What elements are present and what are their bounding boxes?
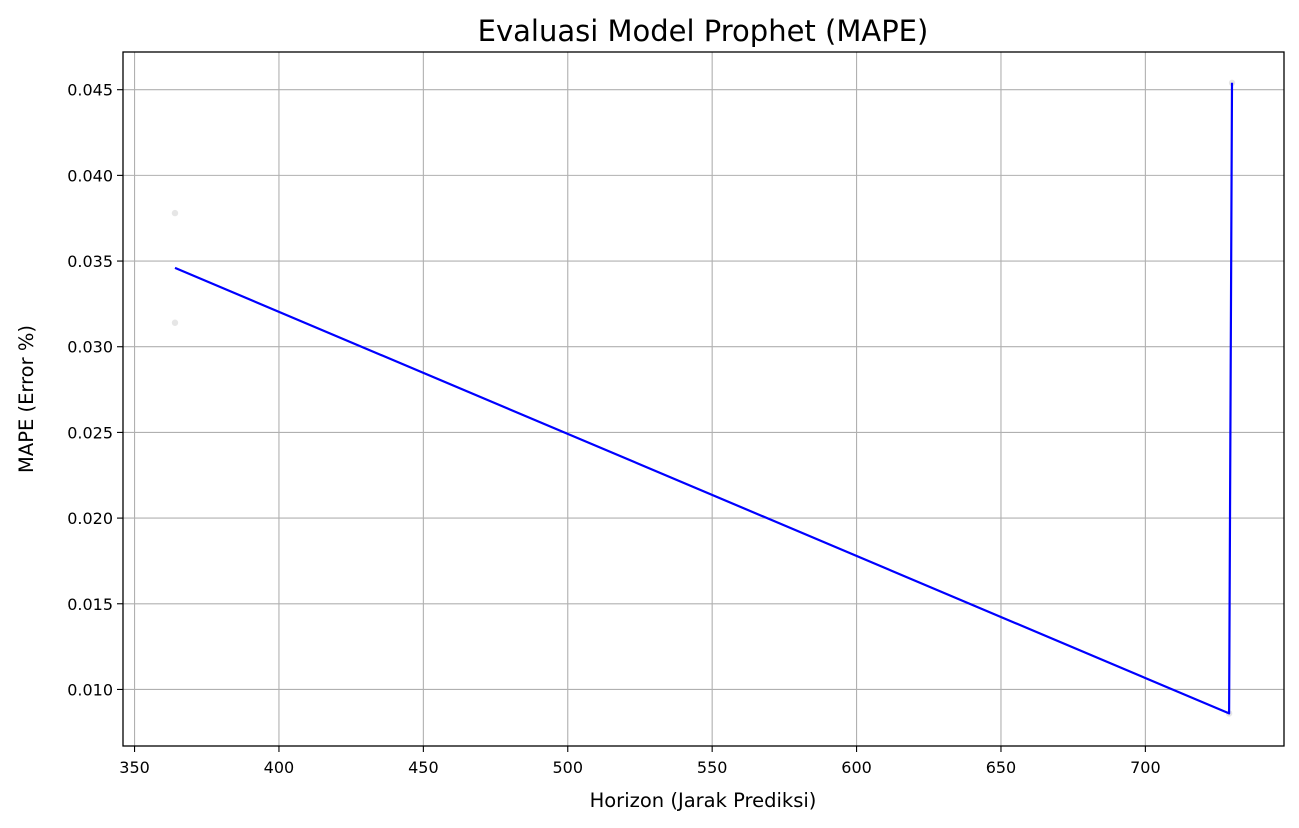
y-tick-label: 0.025 (67, 423, 113, 442)
y-tick-label: 0.010 (67, 680, 113, 699)
x-tick-label: 350 (119, 758, 150, 777)
x-tick-label: 550 (697, 758, 728, 777)
x-ticks: 350 400 450 500 550 600 650 700 (119, 746, 1161, 777)
series-lines (174, 82, 1234, 715)
y-tick-label: 0.020 (67, 509, 113, 528)
y-tick-label: 0.015 (67, 595, 113, 614)
series-line (174, 82, 1234, 715)
plot-frame (122, 51, 1285, 747)
y-tick-label: 0.040 (67, 166, 113, 185)
y-tick-label: 0.045 (67, 81, 113, 100)
scatter-point (171, 209, 179, 217)
x-tick-label: 500 (552, 758, 583, 777)
x-tick-label: 600 (841, 758, 872, 777)
x-tick-label: 650 (986, 758, 1017, 777)
grid (123, 52, 1284, 746)
x-tick-label: 450 (408, 758, 439, 777)
x-tick-label: 700 (1130, 758, 1161, 777)
y-ticks: 0.010 0.015 0.020 0.025 0.030 0.035 0.040 0.045 (67, 81, 123, 699)
chart-title: Evaluasi Model Prophet (MAPE) (478, 14, 929, 48)
y-tick-label: 0.035 (67, 252, 113, 271)
y-axis-label: MAPE (Error %) (15, 325, 38, 473)
x-tick-label: 400 (264, 758, 295, 777)
y-tick-label: 0.030 (67, 338, 113, 357)
x-axis-label: Horizon (Jarak Prediksi) (590, 789, 817, 812)
scatter-point (171, 319, 179, 326)
